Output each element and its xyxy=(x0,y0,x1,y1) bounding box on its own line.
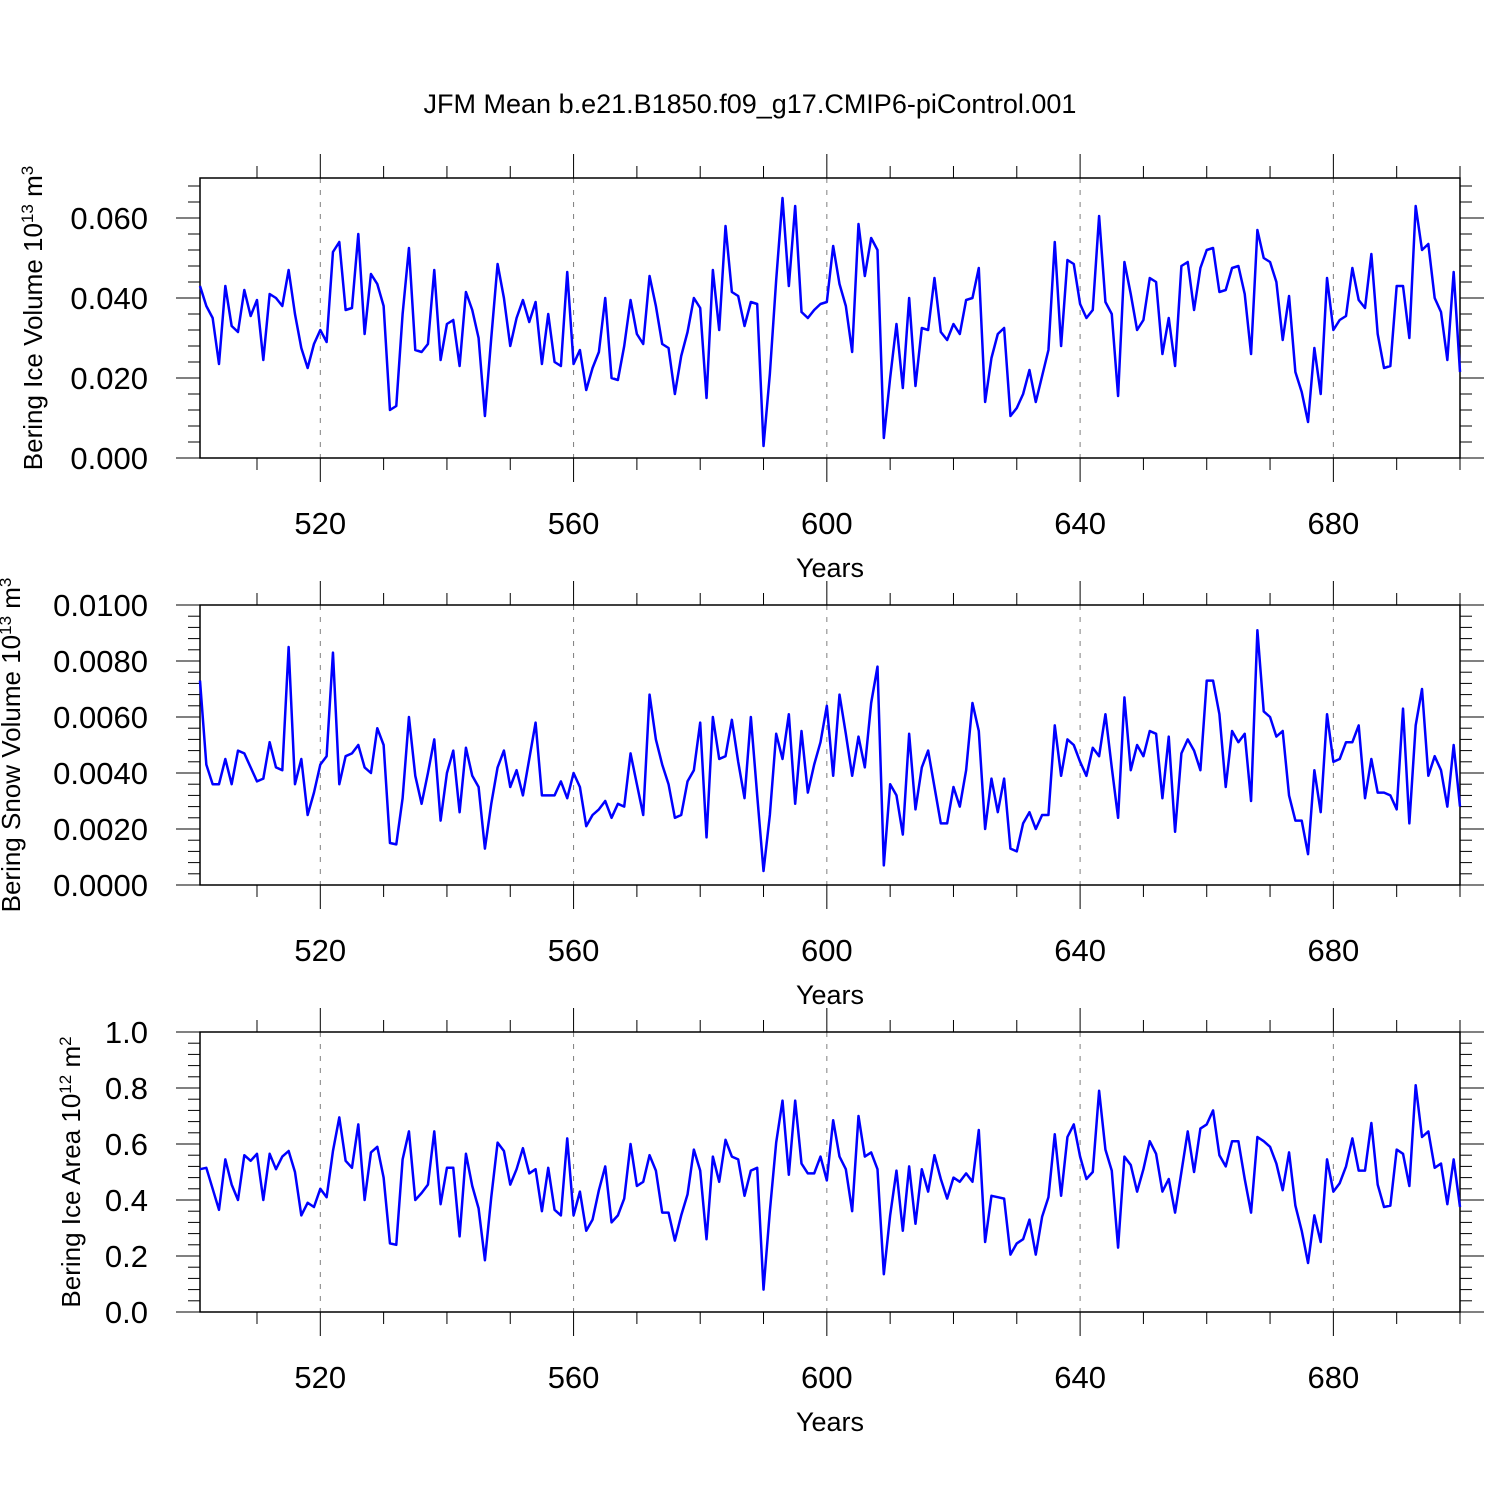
x-tick-label: 680 xyxy=(1307,1360,1359,1395)
y-axis-label-superscript: 3 xyxy=(18,166,37,175)
y-tick-label: 1.0 xyxy=(105,1015,148,1050)
y-tick-label: 0.4 xyxy=(105,1183,148,1218)
panels: 520 560 600 640 680 0.000 0.020 0.040 0.060 Years… xyxy=(0,154,1484,1437)
x-tick-label: 680 xyxy=(1307,933,1359,968)
x-tick-label: 600 xyxy=(801,506,853,541)
x-tick-label: 560 xyxy=(548,933,600,968)
y-tick-label: 0.0 xyxy=(105,1295,148,1330)
y-tick-label: 0.0080 xyxy=(53,644,148,679)
y-axis-label-part: m xyxy=(0,587,26,616)
y-tick-label: 0.0040 xyxy=(53,756,148,791)
plot-frame xyxy=(199,1031,1461,1313)
panel-3: 520 560 600 640 680 0.0 0.2 0.4 0.6 0.8 1.0 Years Be… xyxy=(56,1008,1484,1437)
x-tick-label: 640 xyxy=(1054,1360,1106,1395)
x-tick-label: 640 xyxy=(1054,933,1106,968)
y-axis-label-part: Bering Snow Volume 10 xyxy=(0,635,26,913)
series-line xyxy=(198,628,1462,873)
y-tick-label: 0.040 xyxy=(70,281,148,316)
y-axis-label: Bering Snow Volume 1013 m3 xyxy=(0,578,26,913)
x-axis-label: Years xyxy=(796,980,864,1010)
y-axis-label-superscript: 13 xyxy=(18,204,37,223)
plot-frame xyxy=(199,177,1461,459)
series-line xyxy=(198,196,1462,448)
plot-frame xyxy=(199,604,1461,886)
x-tick-label: 560 xyxy=(548,506,600,541)
y-axis-label-superscript: 13 xyxy=(0,616,15,635)
y-axis-label-superscript: 12 xyxy=(56,1075,75,1094)
y-tick-label: 0.000 xyxy=(70,441,148,476)
x-tick-label: 520 xyxy=(294,1360,346,1395)
y-axis-label-part: m xyxy=(18,175,48,204)
x-tick-label: 600 xyxy=(801,1360,853,1395)
x-tick-label: 680 xyxy=(1307,506,1359,541)
x-tick-label: 520 xyxy=(294,506,346,541)
y-tick-label: 0.2 xyxy=(105,1239,148,1274)
x-axis-label: Years xyxy=(796,1407,864,1437)
y-tick-label: 0.0060 xyxy=(53,700,148,735)
y-axis-label-part: Bering Ice Area 10 xyxy=(56,1094,86,1308)
y-axis-label-superscript: 3 xyxy=(0,578,15,587)
y-tick-label: 0.6 xyxy=(105,1127,148,1162)
y-tick-label: 0.0100 xyxy=(53,588,148,623)
figure-title: JFM Mean b.e21.B1850.f09_g17.CMIP6-piCon… xyxy=(424,89,1077,119)
x-axis-label: Years xyxy=(796,553,864,583)
panel-2: 520 560 600 640 680 0.0000 0.0020 0.0040 0.0060 0… xyxy=(0,578,1484,1010)
x-tick-label: 600 xyxy=(801,933,853,968)
y-tick-label: 0.8 xyxy=(105,1071,148,1106)
x-tick-label: 560 xyxy=(548,1360,600,1395)
y-tick-label: 0.060 xyxy=(70,201,148,236)
y-tick-label: 0.0000 xyxy=(53,868,148,903)
x-tick-label: 520 xyxy=(294,933,346,968)
y-axis-label-part: m xyxy=(56,1046,86,1075)
y-axis-label-part: Bering Ice Volume 10 xyxy=(18,223,48,470)
series-line xyxy=(199,1083,1462,1291)
y-tick-label: 0.0020 xyxy=(53,812,148,847)
x-tick-label: 640 xyxy=(1054,506,1106,541)
y-axis-label-superscript: 2 xyxy=(56,1036,75,1045)
y-axis-label: Bering Ice Volume 1013 m3 xyxy=(18,166,48,470)
y-axis-label: Bering Ice Area 1012 m2 xyxy=(56,1036,86,1307)
panel-1: 520 560 600 640 680 0.000 0.020 0.040 0.060 Years… xyxy=(18,154,1484,583)
y-tick-label: 0.020 xyxy=(70,361,148,396)
